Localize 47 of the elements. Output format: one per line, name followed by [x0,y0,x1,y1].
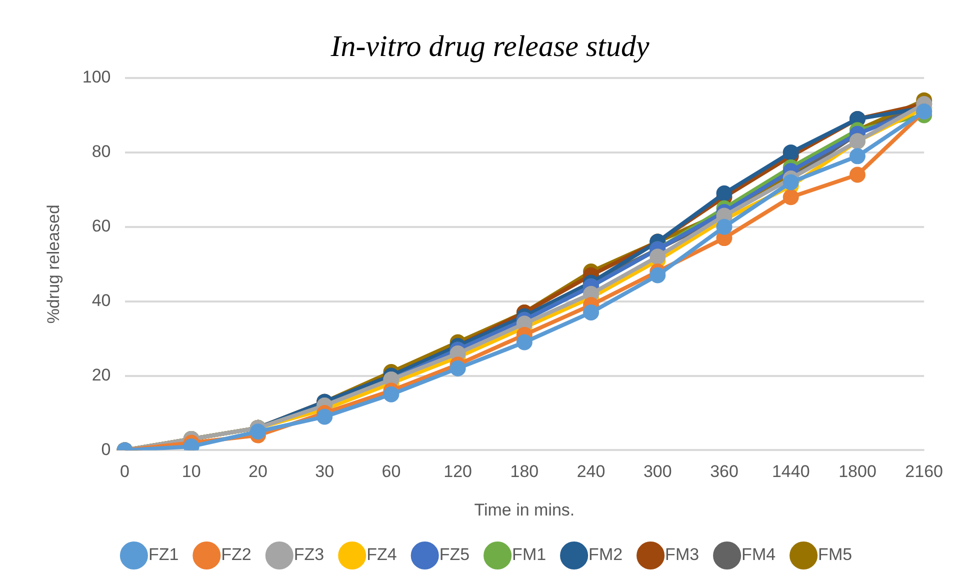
point [782,174,799,190]
point [450,360,466,376]
x-tick-label: 60 [382,462,401,482]
legend-label: FM4 [742,545,776,564]
y-tick-label: 20 [92,365,111,384]
chart-title: In-vitro drug release study [330,30,650,63]
x-tick-label: 360 [710,462,738,482]
x-tick-label: 10 [182,462,201,482]
point [383,386,400,402]
point [716,185,732,202]
x-tick-label: 180 [510,462,539,482]
x-tick-label: 30 [315,462,334,482]
point [583,304,600,320]
x-tick-label: 1440 [772,462,810,482]
point [716,218,732,235]
y-tick-label: 100 [82,68,111,87]
x-tick-label: 300 [643,462,672,482]
point [516,334,532,350]
point [782,144,799,160]
y-tick-label: 60 [92,216,111,236]
point [250,424,266,440]
y-tick-label: 40 [92,291,111,310]
legend-label: FM1 [512,545,546,564]
legend-label: FZ2 [221,545,252,564]
point [650,248,666,265]
legend-label: FM3 [665,545,700,564]
x-tick-label: 20 [248,462,268,482]
point [849,166,866,183]
legend-label: FZ1 [148,545,179,564]
legend-label: FZ5 [439,545,470,564]
y-axis-title: %drug released [44,204,63,324]
legend-label: FM2 [588,545,623,564]
x-tick-label: 120 [444,462,472,482]
legend-label: FZ4 [366,545,397,564]
point [849,148,866,164]
x-axis-title: Time in mins. [474,500,575,520]
point [316,408,333,425]
x-tick-label: 240 [576,462,606,482]
point [782,189,799,206]
y-tick-label: 80 [92,142,111,162]
y-tick-label: 0 [101,440,111,459]
legend-label: FZ3 [294,545,324,564]
legend-label: FM5 [818,545,852,564]
x-tick-label: 2160 [905,462,944,482]
point [650,267,666,284]
x-tick-label: 1800 [838,462,876,482]
x-tick-label: 0 [120,462,130,482]
